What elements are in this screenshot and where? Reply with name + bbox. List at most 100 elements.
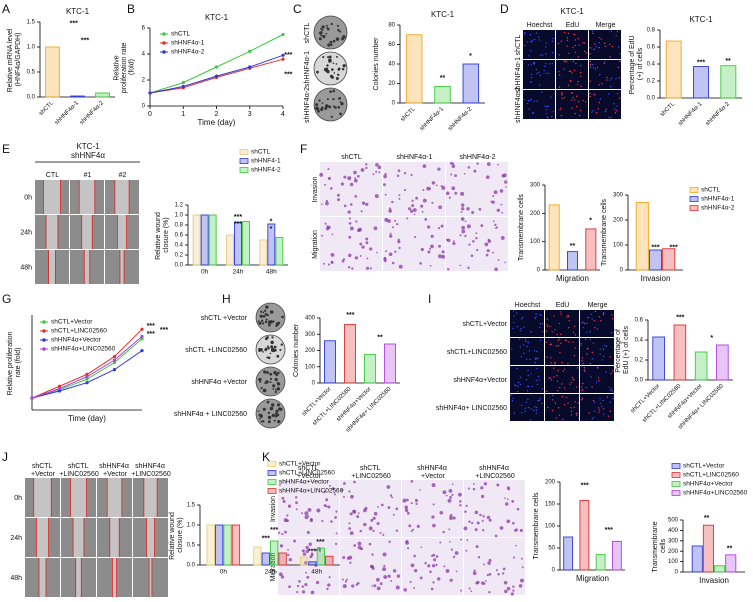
image-cell <box>250 398 291 429</box>
cell-dot <box>353 544 357 547</box>
y-tick-label: 20 <box>388 81 395 87</box>
colony-dot <box>330 44 333 46</box>
cell-dot <box>515 528 518 532</box>
cell-dot <box>461 225 466 230</box>
nucleus <box>549 343 551 346</box>
cell-dot <box>406 217 409 220</box>
legend-swatch <box>162 32 166 36</box>
cell-dot <box>493 190 498 195</box>
nucleus <box>559 74 561 76</box>
cell-dot <box>408 524 412 528</box>
cell-dot <box>430 587 434 591</box>
column-label: shHNF4α +Vector <box>99 463 131 478</box>
chart-title: KTC-1 <box>66 7 90 16</box>
colony-dot <box>269 377 273 381</box>
colony-dot <box>264 337 268 341</box>
nucleus <box>547 105 550 107</box>
nucleus <box>568 319 570 322</box>
cell-dot <box>304 515 309 520</box>
x-tick-label: shHNF4α+ LINC02560 <box>678 383 726 431</box>
y-tick-label: 60 <box>388 42 395 48</box>
nucleus <box>558 338 561 340</box>
column-label: Merge <box>588 302 608 309</box>
column-label: shCTL +LINC02560 <box>59 463 99 478</box>
cell-dot <box>368 526 373 531</box>
row-label: 48h <box>10 575 22 582</box>
nucleus <box>524 340 527 342</box>
nucleus <box>524 44 526 47</box>
x-tick-label: 3 <box>248 111 252 118</box>
legend-label: shHNF4α-1 <box>701 196 735 203</box>
colony-dot <box>315 103 319 107</box>
image-cell <box>105 180 139 214</box>
cell-dot <box>506 498 509 501</box>
nucleus <box>559 108 561 111</box>
nucleus <box>529 33 532 36</box>
cell-bg <box>523 30 555 59</box>
cell-dot <box>460 191 465 196</box>
colony-dot <box>260 319 264 322</box>
cell-dot <box>351 267 354 270</box>
cell-dot <box>395 507 399 511</box>
text-line: shHNF4α <box>135 463 167 470</box>
cell-dot <box>443 565 446 568</box>
nucleus <box>571 72 573 74</box>
colony-dot <box>327 43 331 47</box>
nucleus <box>586 322 588 325</box>
y-tick-label: 0 <box>142 104 146 110</box>
nucleus <box>526 41 528 43</box>
nucleus <box>555 345 557 347</box>
row-label: Invasion <box>312 176 319 202</box>
nucleus <box>563 368 566 371</box>
cell-dot <box>305 545 309 550</box>
cell-dot <box>411 204 415 208</box>
colony-dot <box>267 420 271 424</box>
nucleus <box>545 330 548 332</box>
nucleus <box>598 84 600 86</box>
panel-label: A <box>2 2 10 16</box>
cell-dot <box>455 570 458 573</box>
cell-dot <box>298 580 301 583</box>
cell-dot <box>470 254 474 258</box>
legend-label: shCTL+Vector <box>279 461 321 468</box>
cell-dot <box>365 166 368 170</box>
annotation: *** <box>147 331 155 338</box>
legend-swatch <box>267 470 277 476</box>
cell-dot <box>420 247 424 252</box>
nucleus <box>600 320 602 322</box>
cell-dot <box>301 590 306 594</box>
cell-dot <box>319 172 324 177</box>
cell-dot <box>410 173 413 177</box>
legend-label: shCTL <box>171 31 191 38</box>
nucleus <box>585 52 588 54</box>
colony-dot <box>325 104 329 108</box>
nucleus <box>618 97 621 99</box>
nucleus <box>608 386 611 388</box>
colony-dot <box>262 311 265 314</box>
colony-dot <box>329 40 333 44</box>
nucleus <box>552 399 554 401</box>
bar <box>253 546 262 566</box>
nucleus <box>576 105 578 108</box>
cell-dot <box>343 482 346 485</box>
cell-dot <box>486 573 489 577</box>
cell-dot <box>424 218 428 221</box>
nucleus <box>577 80 579 83</box>
cell-dot <box>466 207 470 211</box>
annotation: *** <box>160 327 168 334</box>
nucleus <box>550 357 552 359</box>
nucleus <box>577 37 579 40</box>
nucleus <box>574 51 577 54</box>
nucleus <box>529 419 532 421</box>
nucleus <box>523 352 525 355</box>
nucleus <box>571 376 574 379</box>
nucleus <box>560 313 562 315</box>
cell-dot <box>466 224 471 229</box>
cell-dot <box>432 581 435 584</box>
colony-dot <box>332 39 336 43</box>
y-tick-label: 0.5 <box>187 543 196 549</box>
image-cell <box>580 310 614 337</box>
row-label: Migration <box>312 230 319 259</box>
text-line: Relative wound <box>155 210 162 260</box>
cell-dot <box>278 531 281 534</box>
